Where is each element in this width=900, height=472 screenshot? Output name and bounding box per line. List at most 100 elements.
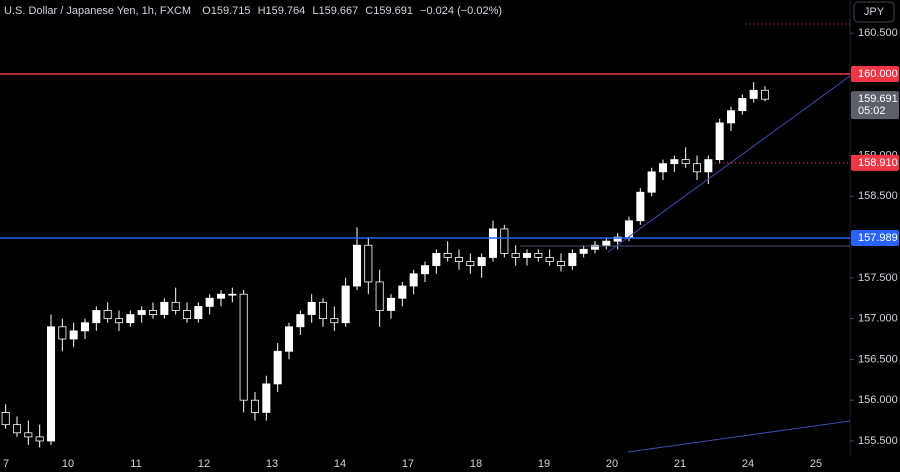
- level-label-box: [851, 154, 899, 171]
- candle-body: [568, 252, 577, 267]
- candle-body: [318, 301, 328, 320]
- candle-body: [352, 244, 362, 287]
- currency-button[interactable]: [853, 1, 895, 23]
- last-price-label: 159.691: [858, 93, 898, 105]
- candle-body: [749, 89, 758, 99]
- candle-body: [171, 301, 180, 311]
- x-tick-label: 13: [266, 458, 278, 470]
- ohlc-open: O159.715: [202, 5, 250, 17]
- candle-body: [386, 297, 396, 311]
- candle-body: [205, 297, 214, 307]
- candle-body: [590, 244, 600, 250]
- y-tick-label: 156.500: [858, 353, 898, 365]
- candle-body: [658, 163, 668, 173]
- candle-body: [24, 432, 33, 438]
- candle-body: [636, 191, 645, 222]
- candle-body: [239, 293, 248, 401]
- y-tick-label: 160.500: [858, 27, 898, 39]
- candle-body: [273, 350, 282, 385]
- candle-body: [330, 318, 339, 324]
- currency-label[interactable]: JPY: [864, 6, 885, 18]
- candle-body: [126, 314, 135, 324]
- candle-body: [454, 257, 464, 262]
- y-tick-label: 158.500: [858, 190, 898, 202]
- candle-body: [46, 326, 56, 442]
- candle-body: [602, 240, 611, 246]
- candle-body: [114, 318, 124, 324]
- ohlc-close: C159.691: [365, 5, 413, 17]
- candle-body: [681, 159, 690, 165]
- x-tick-label: 24: [742, 458, 754, 470]
- y-tick-label: 157.000: [858, 313, 898, 325]
- candle-body: [511, 252, 520, 258]
- candle-body: [194, 306, 203, 320]
- x-tick-label: 19: [538, 458, 550, 470]
- candle-body: [1, 412, 10, 426]
- candle-body: [216, 293, 226, 299]
- level-label-box: [851, 65, 899, 82]
- candle-body: [579, 248, 588, 254]
- candle-body: [715, 122, 724, 161]
- candle-body: [284, 326, 294, 352]
- candle-body: [692, 163, 702, 173]
- candle-body: [12, 424, 22, 434]
- candle-body: [137, 310, 146, 315]
- candle-body: [477, 257, 486, 267]
- candle-body: [443, 252, 452, 258]
- candle-body: [613, 236, 622, 242]
- level-label: 158.910: [858, 157, 898, 169]
- x-tick-label: 14: [334, 458, 346, 470]
- level-label: 157.989: [858, 232, 898, 244]
- candle-body: [250, 399, 260, 413]
- y-tick-label: 157.500: [858, 272, 898, 284]
- x-tick-label: 21: [674, 458, 686, 470]
- x-tick-label: 18: [470, 458, 482, 470]
- candle-body: [466, 261, 475, 267]
- x-tick-label: 17: [402, 458, 414, 470]
- candle-body: [262, 383, 271, 413]
- candle-body: [500, 228, 509, 254]
- candle-body: [522, 252, 532, 258]
- candle-body: [760, 89, 770, 100]
- candle-body: [92, 310, 101, 324]
- candle-body: [534, 252, 543, 258]
- trend-line: [627, 420, 851, 453]
- candle-body: [69, 330, 78, 340]
- candle-body: [364, 244, 373, 283]
- candle-body: [228, 293, 237, 296]
- countdown-label: 05:02: [858, 105, 886, 117]
- candle-body: [80, 322, 90, 332]
- candle-body: [420, 265, 430, 275]
- candle-body: [738, 98, 747, 112]
- symbol-title: U.S. Dollar / Japanese Yen, 1h, FXCM: [4, 5, 191, 17]
- y-tick-label: 156.000: [858, 394, 898, 406]
- candle-body: [160, 301, 169, 315]
- candle-body: [103, 310, 112, 320]
- level-label: 160.000: [858, 68, 898, 80]
- candle-body: [488, 228, 498, 258]
- candle-body: [341, 285, 350, 324]
- x-tick-label: 7: [3, 458, 9, 470]
- candle-body: [307, 301, 316, 315]
- level-label-box: [851, 229, 899, 246]
- candle-body: [58, 326, 67, 340]
- candle-body: [670, 159, 679, 165]
- ohlc-high: H159.764: [258, 5, 306, 17]
- candle-body: [398, 285, 407, 299]
- candle-body: [545, 257, 554, 262]
- candle-body: [182, 310, 192, 320]
- change: −0.024 (−0.02%): [420, 5, 502, 17]
- x-tick-label: 10: [62, 458, 74, 470]
- x-tick-label: 20: [606, 458, 618, 470]
- candle-body: [432, 252, 441, 267]
- header: U.S. Dollar / Japanese Yen, 1h, FXCM O15…: [4, 5, 502, 17]
- candle-body: [296, 314, 305, 328]
- x-tick-label: 25: [810, 458, 822, 470]
- candle-body: [647, 171, 656, 193]
- last-price-box: [851, 91, 899, 120]
- candle-body: [556, 261, 566, 267]
- candle-body: [375, 281, 384, 311]
- candle-body: [704, 159, 713, 173]
